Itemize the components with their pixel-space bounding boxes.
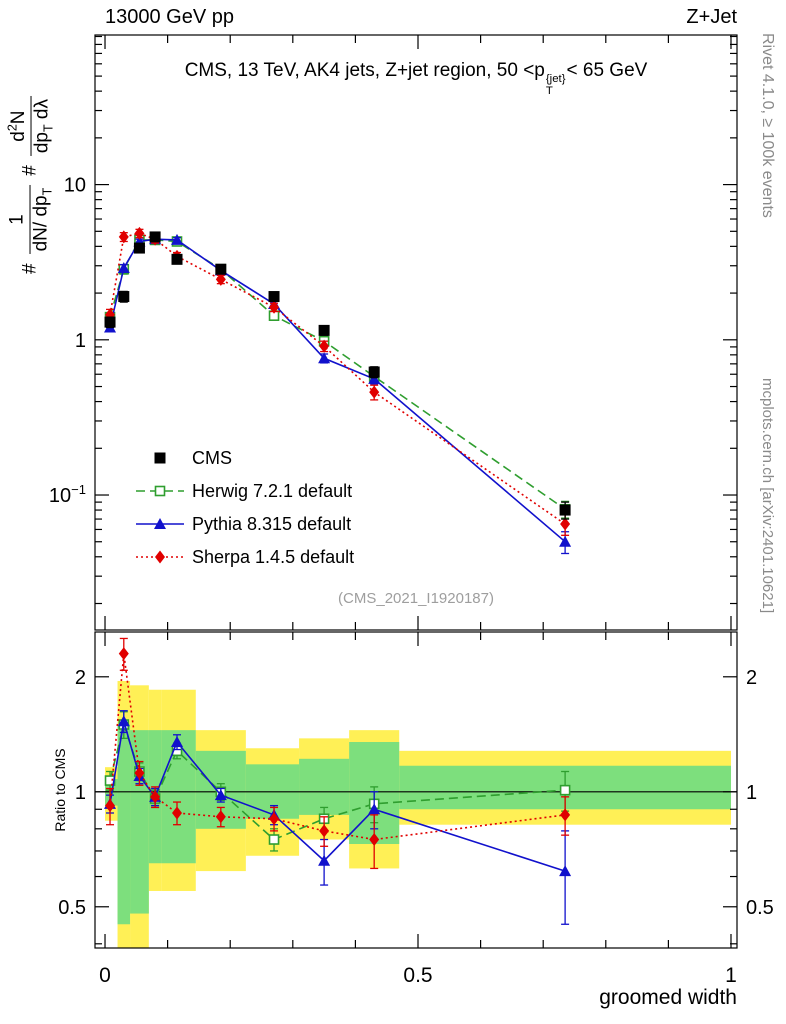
fraction2-numerator: d2N bbox=[6, 110, 31, 141]
ylabel-hash-2: # bbox=[20, 165, 41, 176]
series-cms bbox=[104, 231, 571, 520]
ratio-uncertainty-bands bbox=[105, 680, 731, 948]
frac2-den-sub: T bbox=[41, 124, 56, 133]
svg-text:2: 2 bbox=[746, 667, 757, 689]
mcplots-arxiv-label: mcplots.cern.ch [arXiv:2401.10621] bbox=[759, 378, 776, 614]
main-panel-series bbox=[104, 226, 572, 555]
tick-labels: 10 1 10−1 2 2 1 1 0.5 0.5 0 0.5 1 bbox=[49, 175, 774, 987]
beam-energy-label: 13000 GeV pp bbox=[105, 6, 234, 28]
pt-subscript: T bbox=[545, 85, 553, 98]
svg-text:0.5: 0.5 bbox=[403, 964, 432, 987]
series-sherpa bbox=[105, 637, 571, 870]
analysis-id-watermark: (CMS_2021_I1920187) bbox=[338, 590, 494, 607]
frac2-num-sup: 2 bbox=[5, 124, 20, 132]
frac2-num-post: N bbox=[7, 110, 29, 125]
x-axis-title: groomed width bbox=[599, 986, 737, 1009]
svg-text:0.5: 0.5 bbox=[746, 897, 774, 919]
legend-label: Pythia 8.315 default bbox=[192, 514, 351, 534]
svg-text:10−1: 10−1 bbox=[49, 482, 86, 507]
svg-text:0: 0 bbox=[99, 964, 111, 987]
legend-label: Herwig 7.2.1 default bbox=[192, 481, 352, 501]
process-label: Z+Jet bbox=[686, 6, 737, 28]
legend-entry: Sherpa 1.4.5 default bbox=[136, 547, 354, 567]
svg-text:0.5: 0.5 bbox=[58, 897, 86, 919]
fraction2-denominator: dpT dλ bbox=[30, 96, 57, 157]
legend-entry: Pythia 8.315 default bbox=[136, 514, 351, 534]
frac2-den-post: dλ bbox=[31, 99, 53, 125]
series-pythia bbox=[104, 233, 572, 555]
frac2-num-pre: d bbox=[7, 131, 29, 142]
svg-text:1: 1 bbox=[746, 782, 757, 804]
legend-entry: Herwig 7.2.1 default bbox=[136, 481, 352, 501]
svg-text:1: 1 bbox=[75, 330, 86, 352]
legend-entry: CMS bbox=[154, 448, 232, 468]
main-y-axis-label: # 1 dN/ dpT # d2N dpT dλ bbox=[6, 96, 57, 274]
legend-label: CMS bbox=[192, 448, 232, 468]
rivet-version-label: Rivet 4.1.0, ≥ 100k events bbox=[759, 33, 776, 218]
svg-text:2: 2 bbox=[75, 667, 86, 689]
axes-frames-ticks bbox=[94, 34, 738, 949]
plot-title-post: < 65 GeV bbox=[566, 60, 648, 81]
legend-label: Sherpa 1.4.5 default bbox=[192, 547, 354, 567]
ylabel-fraction-1: 1 dN/ dpT bbox=[6, 184, 56, 255]
legend: CMS Herwig 7.2.1 default Pythia 8.315 defa… bbox=[136, 448, 354, 567]
pt-superscript: {jet} bbox=[545, 73, 566, 86]
frac1-den-text: dN/ dp bbox=[30, 195, 52, 252]
svg-text:1: 1 bbox=[75, 782, 86, 804]
frac2-den-pre: dp bbox=[31, 132, 53, 154]
ratio-panel-series bbox=[104, 637, 572, 925]
pt-superscript-subscript: {jet} T bbox=[545, 73, 566, 98]
plot-title: CMS, 13 TeV, AK4 jets, Z+jet region, 50 … bbox=[185, 60, 648, 98]
fraction1-denominator: dN/ dpT bbox=[29, 184, 56, 255]
ylabel-fraction-2: d2N dpT dλ bbox=[6, 96, 57, 157]
series-herwig bbox=[104, 234, 571, 519]
fraction1-numerator: 1 bbox=[6, 214, 28, 225]
plot-title-pre: CMS, 13 TeV, AK4 jets, Z+jet region, 50 … bbox=[184, 60, 545, 81]
svg-text:10: 10 bbox=[64, 175, 86, 197]
frac1-den-sub: T bbox=[40, 187, 55, 196]
svg-text:1: 1 bbox=[725, 964, 737, 987]
ratio-y-axis-label: Ratio to CMS bbox=[52, 748, 68, 832]
ylabel-hash-1: # bbox=[20, 263, 41, 274]
